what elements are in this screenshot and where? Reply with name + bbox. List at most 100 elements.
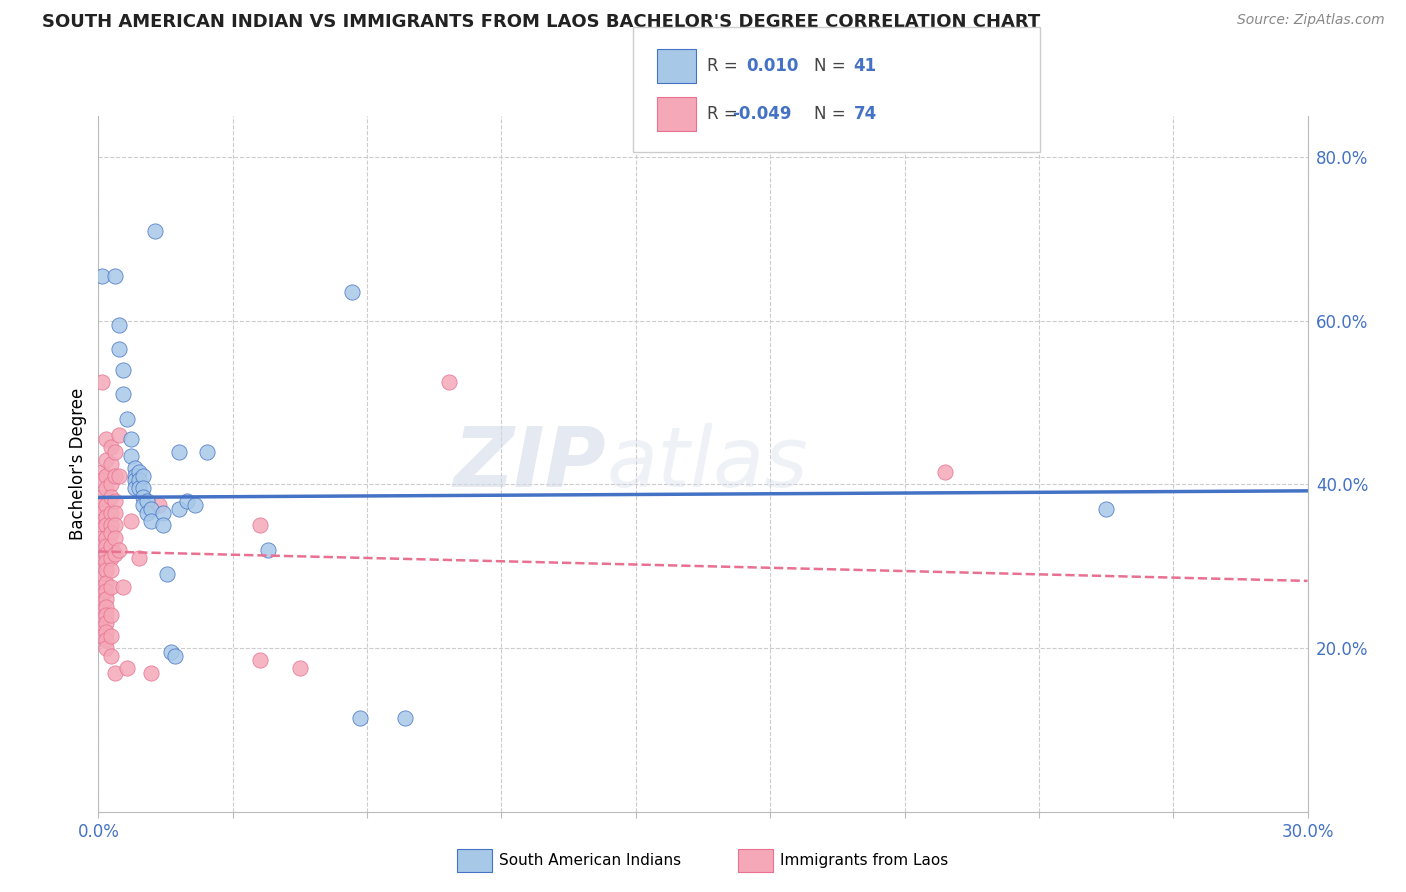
Point	[100, 580, 122, 594]
Point	[91, 268, 114, 283]
Point	[96, 482, 118, 496]
Point	[91, 522, 114, 536]
Point	[91, 588, 114, 602]
Point	[100, 518, 122, 533]
Point	[120, 514, 142, 528]
Point	[96, 432, 118, 446]
Text: Source: ZipAtlas.com: Source: ZipAtlas.com	[1237, 13, 1385, 28]
Point	[96, 510, 118, 524]
Point	[96, 591, 118, 606]
Point	[96, 616, 118, 631]
Point	[163, 649, 186, 664]
Point	[91, 563, 114, 577]
Point	[91, 465, 114, 479]
Point	[100, 539, 122, 553]
Point	[249, 518, 271, 533]
Point	[195, 444, 218, 458]
Point	[342, 285, 364, 299]
Point	[107, 542, 129, 557]
Point	[139, 514, 162, 528]
Point	[103, 469, 125, 483]
Point	[96, 608, 118, 623]
Point	[100, 506, 122, 520]
Point	[96, 498, 118, 512]
Point	[256, 542, 278, 557]
Point	[91, 490, 114, 504]
Point	[91, 514, 114, 528]
Point	[107, 428, 129, 442]
Text: Immigrants from Laos: Immigrants from Laos	[780, 854, 949, 868]
Point	[288, 661, 311, 675]
Point	[96, 563, 118, 577]
Point	[96, 547, 118, 561]
Point	[91, 596, 114, 610]
Text: SOUTH AMERICAN INDIAN VS IMMIGRANTS FROM LAOS BACHELOR'S DEGREE CORRELATION CHAR: SOUTH AMERICAN INDIAN VS IMMIGRANTS FROM…	[42, 13, 1040, 31]
Point	[124, 473, 146, 487]
Point	[100, 649, 122, 664]
Point	[91, 580, 114, 594]
Point	[176, 493, 198, 508]
Point	[167, 501, 190, 516]
Point	[120, 449, 142, 463]
Text: R =: R =	[707, 57, 744, 75]
Point	[103, 531, 125, 545]
Point	[349, 710, 371, 724]
Point	[91, 612, 114, 626]
Point	[135, 506, 157, 520]
Point	[934, 465, 956, 479]
Point	[96, 632, 118, 647]
Point	[100, 490, 122, 504]
Point	[124, 461, 146, 475]
Point	[100, 608, 122, 623]
Point	[96, 518, 118, 533]
Point	[124, 482, 146, 496]
Point	[132, 482, 155, 496]
Text: R =: R =	[707, 105, 744, 123]
Text: atlas: atlas	[606, 424, 808, 504]
Point	[103, 444, 125, 458]
Text: N =: N =	[814, 57, 851, 75]
Text: 0.010: 0.010	[747, 57, 799, 75]
Point	[148, 498, 170, 512]
Point	[91, 604, 114, 618]
Point	[132, 490, 155, 504]
Point	[184, 498, 207, 512]
Point	[152, 506, 174, 520]
Point	[96, 469, 118, 483]
Point	[100, 551, 122, 566]
Point	[96, 539, 118, 553]
Point	[100, 563, 122, 577]
Point	[91, 629, 114, 643]
Point	[100, 441, 122, 455]
Point	[107, 343, 129, 357]
Point	[103, 665, 125, 680]
Point	[1095, 501, 1118, 516]
Point	[103, 493, 125, 508]
Point	[107, 318, 129, 332]
Text: 41: 41	[853, 57, 876, 75]
Point	[160, 645, 183, 659]
Point	[91, 375, 114, 389]
Point	[111, 580, 134, 594]
Point	[96, 452, 118, 467]
Point	[167, 444, 190, 458]
Point	[91, 539, 114, 553]
Text: ZIP: ZIP	[454, 424, 606, 504]
Point	[124, 469, 146, 483]
Point	[91, 555, 114, 569]
Point	[120, 432, 142, 446]
Point	[128, 473, 150, 487]
Point	[249, 653, 271, 667]
Point	[91, 498, 114, 512]
Point	[100, 629, 122, 643]
Point	[135, 493, 157, 508]
Point	[103, 518, 125, 533]
Point	[111, 387, 134, 401]
Point	[100, 457, 122, 471]
Point	[152, 518, 174, 533]
Point	[115, 661, 138, 675]
Point	[100, 526, 122, 541]
Point	[96, 600, 118, 615]
Point	[91, 473, 114, 487]
Point	[115, 412, 138, 426]
